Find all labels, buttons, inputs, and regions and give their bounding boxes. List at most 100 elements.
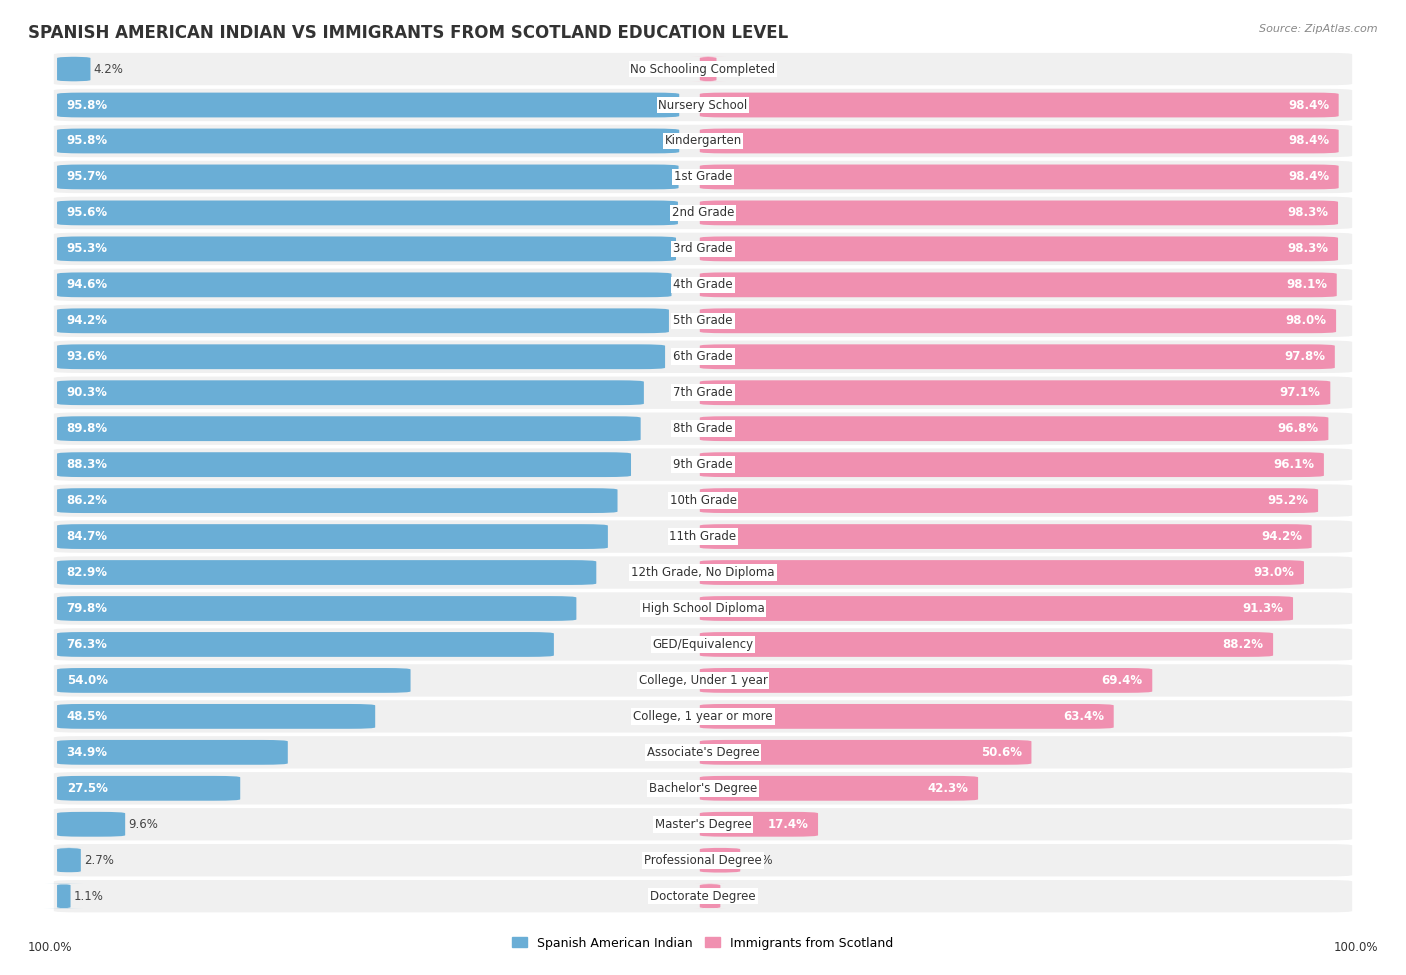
FancyBboxPatch shape	[58, 812, 125, 837]
Text: 96.8%: 96.8%	[1278, 422, 1319, 435]
Text: 4th Grade: 4th Grade	[673, 278, 733, 292]
FancyBboxPatch shape	[53, 197, 1353, 229]
Text: 96.1%: 96.1%	[1274, 458, 1315, 471]
FancyBboxPatch shape	[53, 125, 1353, 157]
FancyBboxPatch shape	[58, 380, 644, 406]
FancyBboxPatch shape	[58, 57, 90, 82]
Text: 98.3%: 98.3%	[1288, 207, 1329, 219]
FancyBboxPatch shape	[700, 237, 1339, 261]
Text: 48.5%: 48.5%	[66, 710, 108, 722]
FancyBboxPatch shape	[700, 272, 1337, 297]
FancyBboxPatch shape	[58, 129, 679, 153]
FancyBboxPatch shape	[58, 560, 596, 585]
Text: 54.0%: 54.0%	[66, 674, 108, 687]
FancyBboxPatch shape	[58, 344, 665, 370]
Text: 2nd Grade: 2nd Grade	[672, 207, 734, 219]
Text: GED/Equivalency: GED/Equivalency	[652, 638, 754, 651]
Text: 86.2%: 86.2%	[66, 494, 108, 507]
FancyBboxPatch shape	[700, 776, 979, 800]
Text: 2.2%: 2.2%	[724, 890, 754, 903]
Text: Source: ZipAtlas.com: Source: ZipAtlas.com	[1260, 24, 1378, 34]
Text: College, 1 year or more: College, 1 year or more	[633, 710, 773, 722]
Text: 79.8%: 79.8%	[66, 602, 108, 615]
Text: 34.9%: 34.9%	[66, 746, 108, 759]
FancyBboxPatch shape	[58, 704, 375, 728]
FancyBboxPatch shape	[700, 740, 1032, 764]
Text: 95.7%: 95.7%	[66, 171, 108, 183]
FancyBboxPatch shape	[58, 452, 631, 477]
FancyBboxPatch shape	[53, 844, 1353, 877]
Text: 90.3%: 90.3%	[66, 386, 108, 399]
FancyBboxPatch shape	[58, 237, 676, 261]
FancyBboxPatch shape	[53, 808, 1353, 840]
FancyBboxPatch shape	[700, 560, 1303, 585]
Text: SPANISH AMERICAN INDIAN VS IMMIGRANTS FROM SCOTLAND EDUCATION LEVEL: SPANISH AMERICAN INDIAN VS IMMIGRANTS FR…	[28, 24, 789, 42]
Text: 2.7%: 2.7%	[84, 854, 114, 867]
Text: 1.1%: 1.1%	[73, 890, 104, 903]
FancyBboxPatch shape	[53, 521, 1353, 553]
Text: 95.6%: 95.6%	[66, 207, 108, 219]
Text: No Schooling Completed: No Schooling Completed	[630, 62, 776, 75]
FancyBboxPatch shape	[58, 668, 411, 693]
FancyBboxPatch shape	[58, 93, 679, 117]
FancyBboxPatch shape	[53, 772, 1353, 804]
Text: College, Under 1 year: College, Under 1 year	[638, 674, 768, 687]
FancyBboxPatch shape	[700, 704, 1114, 728]
Text: 69.4%: 69.4%	[1101, 674, 1143, 687]
Text: Nursery School: Nursery School	[658, 98, 748, 111]
Text: 89.8%: 89.8%	[66, 422, 108, 435]
FancyBboxPatch shape	[53, 557, 1353, 589]
FancyBboxPatch shape	[53, 89, 1353, 121]
FancyBboxPatch shape	[700, 848, 741, 873]
FancyBboxPatch shape	[58, 596, 576, 621]
Text: 11th Grade: 11th Grade	[669, 530, 737, 543]
FancyBboxPatch shape	[53, 736, 1353, 768]
Text: 27.5%: 27.5%	[66, 782, 108, 795]
FancyBboxPatch shape	[53, 233, 1353, 265]
FancyBboxPatch shape	[53, 628, 1353, 661]
FancyBboxPatch shape	[58, 308, 669, 333]
FancyBboxPatch shape	[58, 776, 240, 800]
FancyBboxPatch shape	[58, 416, 641, 441]
FancyBboxPatch shape	[53, 664, 1353, 696]
Text: 88.2%: 88.2%	[1222, 638, 1264, 651]
FancyBboxPatch shape	[700, 344, 1334, 370]
Text: 63.4%: 63.4%	[1063, 710, 1104, 722]
FancyBboxPatch shape	[58, 165, 679, 189]
Text: 4.2%: 4.2%	[94, 62, 124, 75]
Text: 1.6%: 1.6%	[720, 62, 749, 75]
Text: 93.0%: 93.0%	[1253, 566, 1295, 579]
FancyBboxPatch shape	[58, 272, 672, 297]
FancyBboxPatch shape	[700, 129, 1339, 153]
FancyBboxPatch shape	[53, 53, 1353, 85]
FancyBboxPatch shape	[58, 525, 607, 549]
Text: 84.7%: 84.7%	[66, 530, 108, 543]
Text: 95.8%: 95.8%	[66, 135, 108, 147]
Text: 100.0%: 100.0%	[28, 941, 73, 954]
Text: 98.4%: 98.4%	[1288, 135, 1329, 147]
Text: 98.0%: 98.0%	[1285, 314, 1326, 328]
Text: 3rd Grade: 3rd Grade	[673, 243, 733, 255]
Text: 97.8%: 97.8%	[1284, 350, 1326, 364]
Text: 91.3%: 91.3%	[1243, 602, 1284, 615]
Text: 88.3%: 88.3%	[66, 458, 108, 471]
Text: Master's Degree: Master's Degree	[655, 818, 751, 831]
Text: 94.6%: 94.6%	[66, 278, 108, 292]
Text: 82.9%: 82.9%	[66, 566, 108, 579]
FancyBboxPatch shape	[700, 812, 818, 837]
Text: Doctorate Degree: Doctorate Degree	[650, 890, 756, 903]
FancyBboxPatch shape	[700, 165, 1339, 189]
FancyBboxPatch shape	[53, 340, 1353, 372]
FancyBboxPatch shape	[700, 93, 1339, 117]
Text: Kindergarten: Kindergarten	[665, 135, 741, 147]
FancyBboxPatch shape	[58, 201, 678, 225]
Text: 95.2%: 95.2%	[1267, 494, 1309, 507]
Text: 5.3%: 5.3%	[744, 854, 773, 867]
Text: 93.6%: 93.6%	[66, 350, 108, 364]
Text: 50.6%: 50.6%	[981, 746, 1022, 759]
FancyBboxPatch shape	[700, 488, 1317, 513]
FancyBboxPatch shape	[58, 488, 617, 513]
Text: 95.8%: 95.8%	[66, 98, 108, 111]
FancyBboxPatch shape	[53, 592, 1353, 625]
Text: 12th Grade, No Diploma: 12th Grade, No Diploma	[631, 566, 775, 579]
